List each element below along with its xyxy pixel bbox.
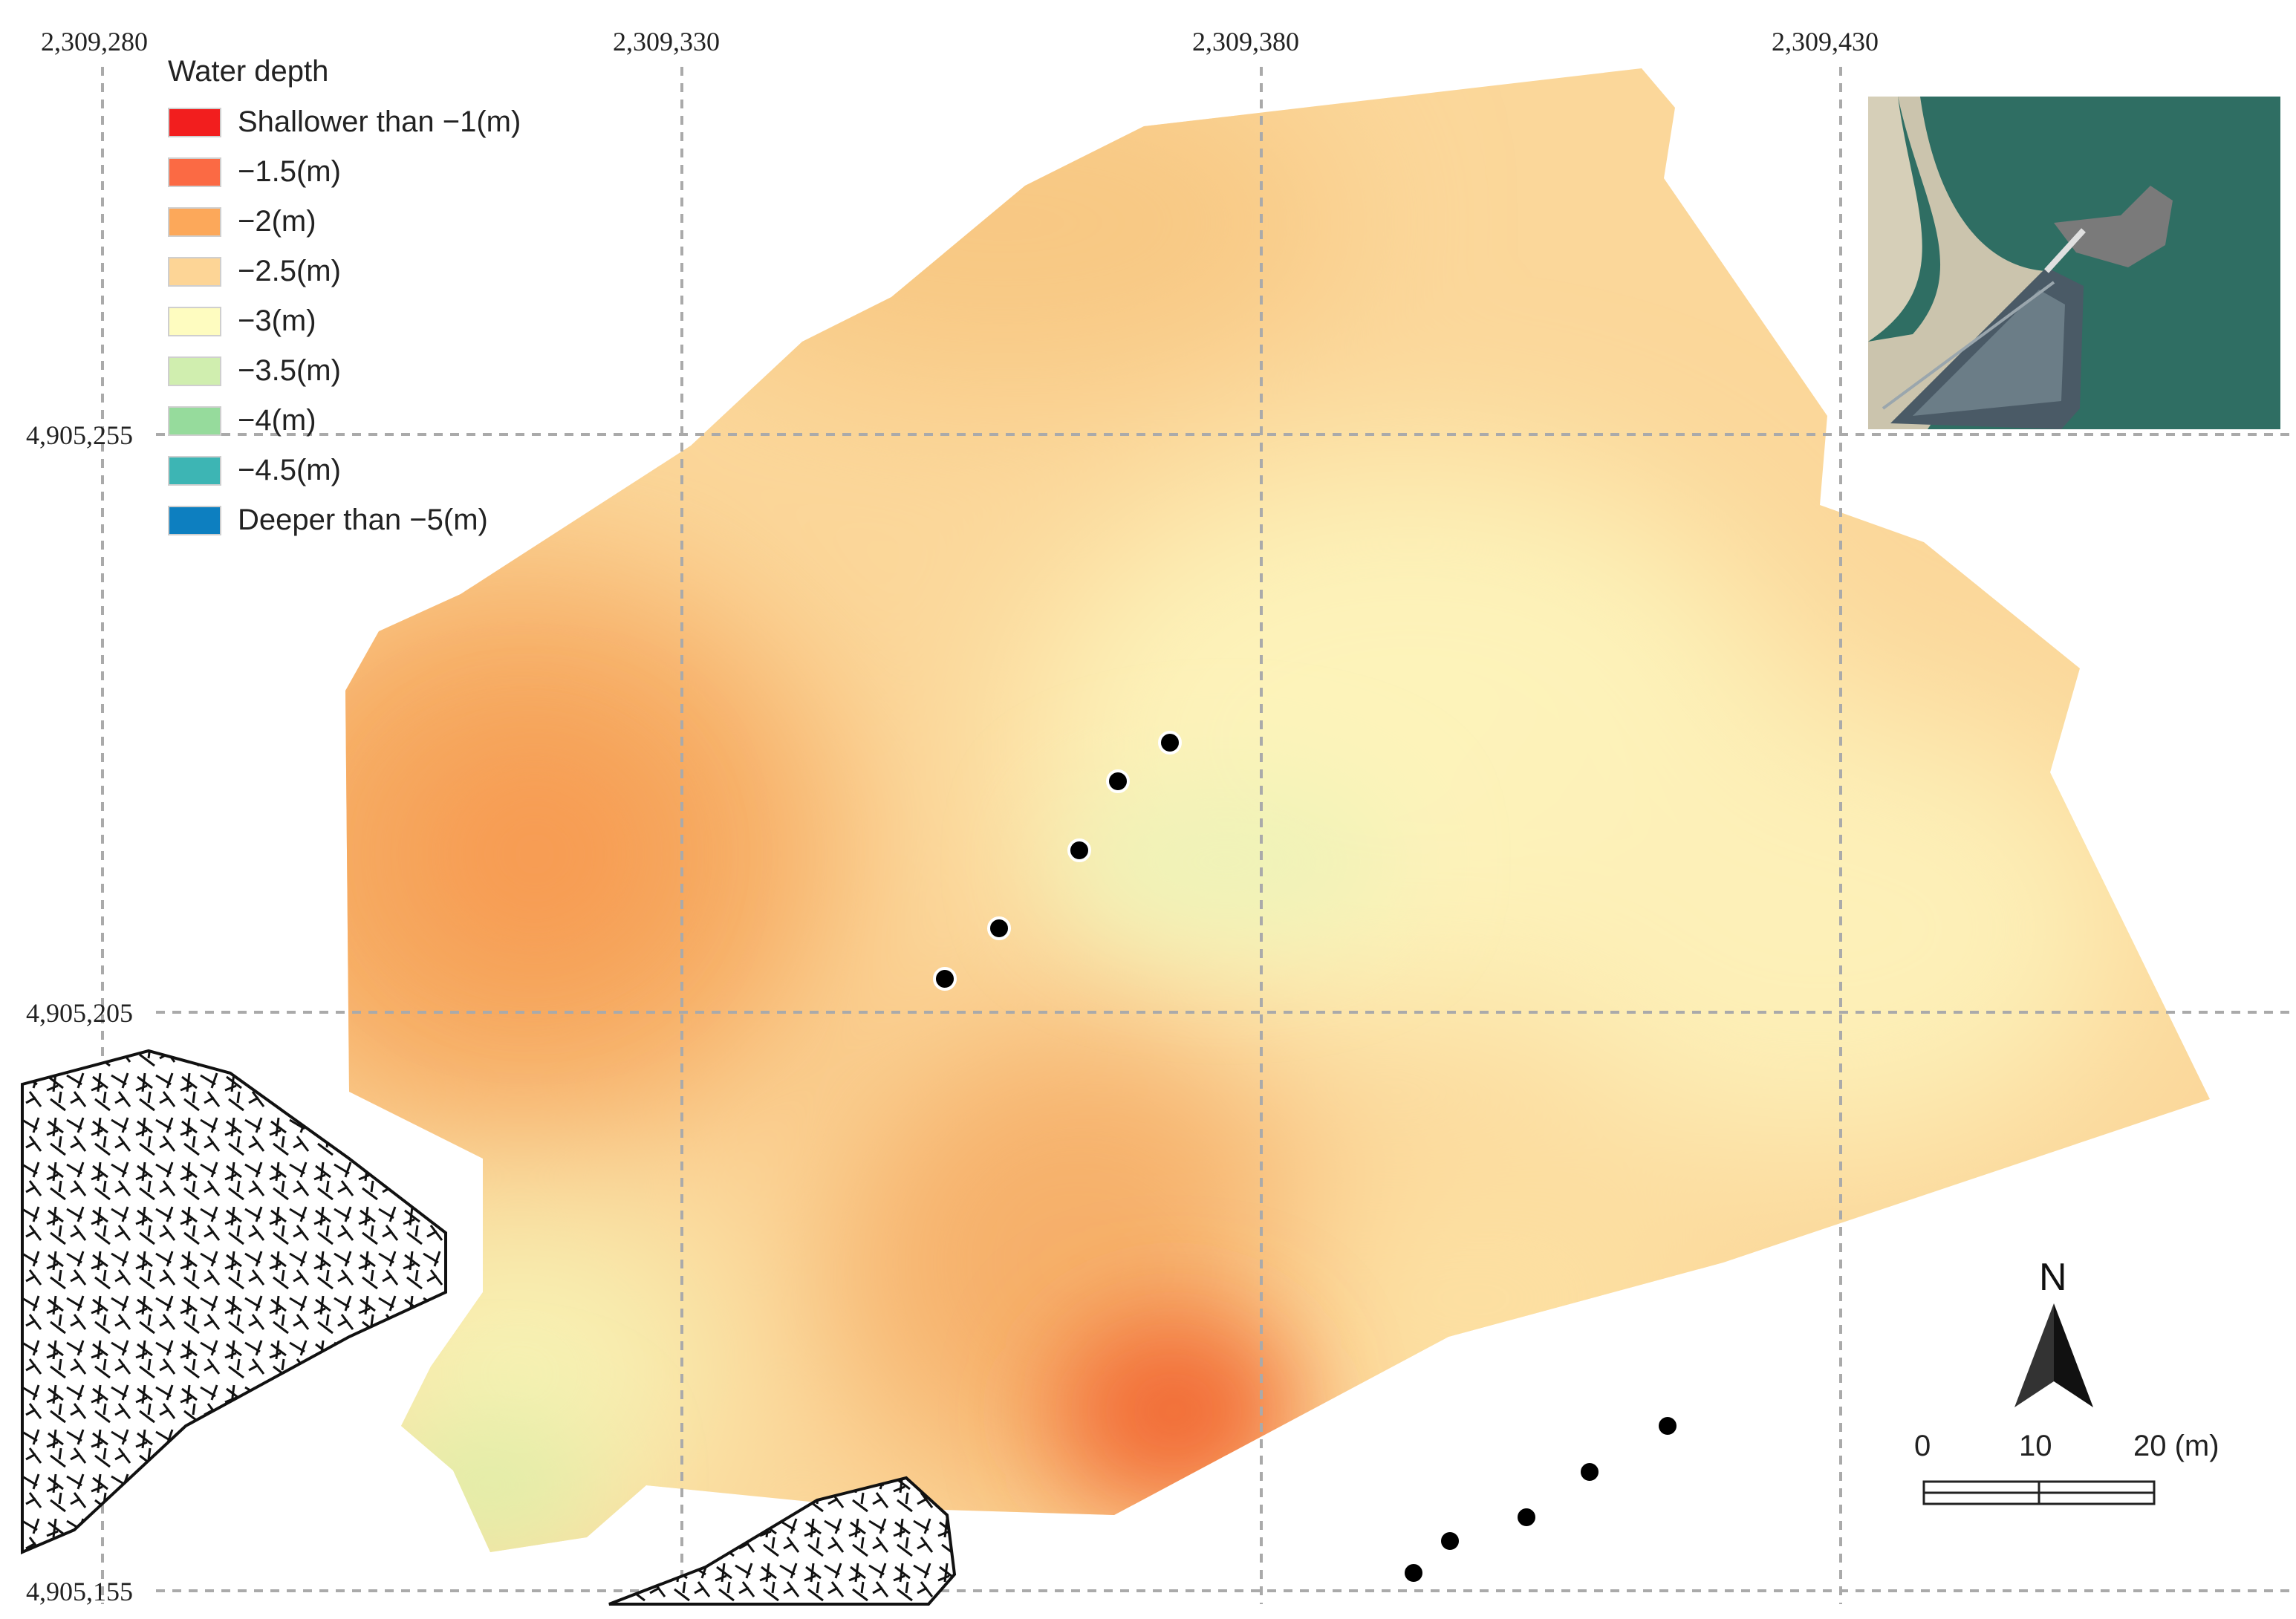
legend-item: −4(m) — [168, 396, 521, 446]
legend-swatch — [168, 356, 221, 386]
survey-area-marker — [2054, 186, 2173, 267]
x-coord-label: 2,309,380 — [1192, 27, 1299, 56]
north-label: N — [2039, 1256, 2067, 1299]
sample-point — [987, 916, 1011, 940]
legend-label: −3.5(m) — [238, 354, 341, 387]
legend-swatch — [168, 256, 221, 287]
legend-label: Shallower than −1(m) — [238, 105, 521, 138]
legend-swatch — [168, 405, 221, 436]
legend-item: −2.5(m) — [168, 247, 521, 296]
legend-swatch — [168, 157, 221, 187]
y-coord-label: 4,905,255 — [26, 420, 133, 450]
legend-items: Shallower than −1(m) −1.5(m) −2(m) −2.5(m) −… — [168, 97, 521, 545]
rock-breakwater-south — [608, 1476, 957, 1606]
legend-item: Shallower than −1(m) — [168, 97, 521, 147]
legend-label: −4.5(m) — [238, 454, 341, 486]
legend-label: −2.5(m) — [238, 255, 341, 287]
x-coord-label: 2,309,280 — [41, 27, 148, 56]
legend-item: −3.5(m) — [168, 346, 521, 396]
satellite-inset-image — [1868, 97, 2280, 429]
legend-swatch — [168, 306, 221, 336]
legend-swatch — [168, 107, 221, 137]
sample-point — [1067, 838, 1091, 862]
scale-label-20: 20 (m) — [2133, 1430, 2219, 1462]
x-coord-label: 2,309,430 — [1772, 27, 1879, 56]
legend-item: Deeper than −5(m) — [168, 495, 521, 545]
x-coord-label: 2,309,330 — [613, 27, 720, 56]
legend-label: Deeper than −5(m) — [238, 504, 488, 536]
sample-points — [933, 731, 1679, 1585]
legend-item: −2(m) — [168, 197, 521, 247]
scale-label-10: 10 — [2019, 1430, 2052, 1462]
legend-item: −1.5(m) — [168, 147, 521, 197]
legend-label: −3(m) — [238, 304, 316, 337]
sample-point — [1438, 1529, 1462, 1553]
sample-point — [1402, 1561, 1425, 1585]
sample-point — [1158, 731, 1182, 755]
legend-item: −4.5(m) — [168, 446, 521, 495]
y-coord-label: 4,905,205 — [26, 998, 133, 1028]
legend: Water depth Shallower than −1(m) −1.5(m) −… — [168, 55, 521, 545]
sample-point — [1656, 1414, 1679, 1438]
legend-swatch — [168, 505, 221, 535]
legend-swatch — [168, 455, 221, 486]
scale-label-0: 0 — [1914, 1430, 1931, 1462]
sample-point — [1578, 1460, 1601, 1484]
legend-item: −3(m) — [168, 296, 521, 346]
legend-label: −4(m) — [238, 404, 316, 437]
north-arrow-icon — [2014, 1303, 2093, 1407]
sample-point — [933, 967, 957, 991]
y-coord-label: 4,905,155 — [26, 1577, 133, 1606]
legend-label: −2(m) — [238, 205, 316, 238]
legend-swatch — [168, 206, 221, 237]
sample-point — [1515, 1505, 1538, 1529]
legend-title: Water depth — [168, 55, 329, 88]
sample-point — [1106, 769, 1130, 793]
rock-breakwater-west — [21, 1049, 447, 1555]
scale-bar — [1922, 1480, 2156, 1505]
legend-label: −1.5(m) — [238, 155, 341, 188]
